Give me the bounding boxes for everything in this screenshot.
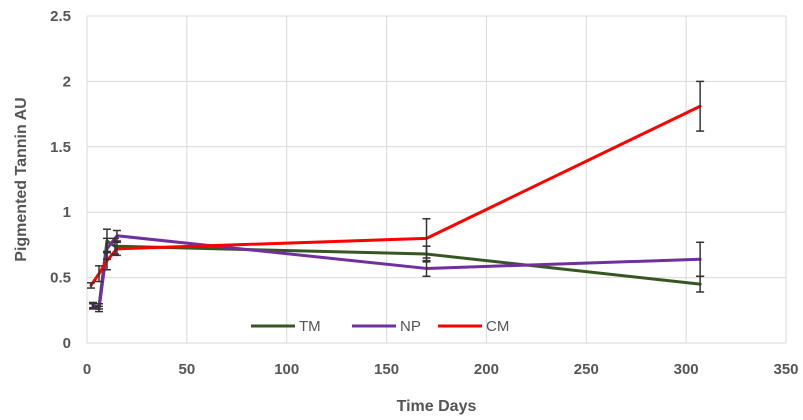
error-bar-cm [86, 282, 95, 289]
y-tick-label: 0.5 [50, 270, 71, 287]
error-bar-cm [696, 80, 705, 132]
x-tick-label: 300 [674, 361, 699, 378]
legend-label: NP [400, 318, 421, 335]
x-axis-title: Time Days [397, 398, 477, 415]
grid-lines [86, 15, 787, 344]
error-bar-np [422, 259, 431, 278]
x-tick-label: 200 [474, 361, 499, 378]
error-bar-cm [422, 217, 431, 259]
y-axis-ticks: 0 0.5 1 1.5 2 2.5 [50, 8, 71, 352]
legend: TM NP CM [251, 318, 509, 335]
x-tick-label: 100 [274, 361, 299, 378]
y-tick-label: 0 [63, 335, 71, 352]
legend-label: TM [299, 318, 321, 335]
y-tick-label: 1 [63, 204, 71, 221]
error-bars [86, 80, 705, 313]
error-bar-np [696, 241, 705, 278]
error-bar-cm [102, 250, 111, 271]
x-tick-label: 150 [374, 361, 399, 378]
error-bar-np [88, 301, 97, 309]
y-axis-title: Pigmented Tannin AU [13, 97, 30, 261]
series-line-tm [91, 239, 702, 308]
x-tick-label: 0 [83, 361, 91, 378]
y-tick-label: 2.5 [50, 8, 71, 25]
x-tick-label: 50 [179, 361, 196, 378]
x-tick-label: 250 [574, 361, 599, 378]
x-axis-ticks: 0 50 100 150 200 250 300 350 [83, 361, 799, 378]
error-bar-np [94, 305, 103, 313]
error-bar-cm [112, 241, 121, 257]
y-tick-label: 1.5 [50, 139, 71, 156]
legend-item-tm: TM [251, 318, 321, 335]
series-lines [89, 104, 702, 311]
legend-item-np: NP [352, 318, 421, 335]
x-tick-label: 350 [773, 361, 798, 378]
error-bar-cm [94, 265, 103, 283]
error-bar-np [112, 229, 121, 242]
series-line-cm [89, 104, 702, 287]
legend-label: CM [486, 318, 509, 335]
legend-item-cm: CM [438, 318, 509, 335]
y-tick-label: 2 [63, 73, 71, 90]
